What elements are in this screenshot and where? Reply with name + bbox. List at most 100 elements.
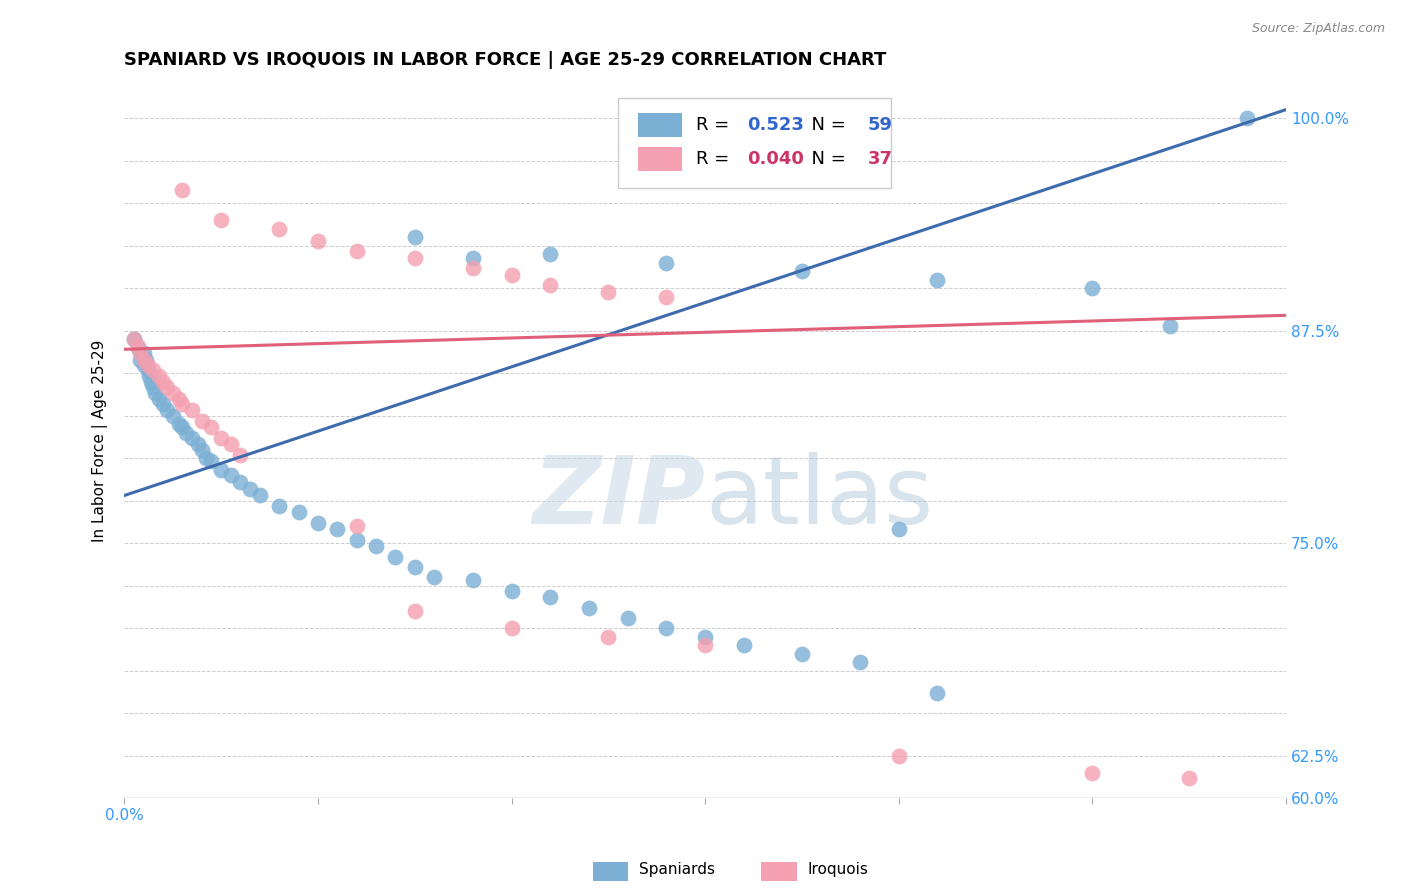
Point — [616, 611, 638, 625]
FancyBboxPatch shape — [619, 98, 891, 187]
Point — [142, 380, 165, 394]
Point — [132, 352, 155, 367]
Point — [655, 255, 678, 269]
Point — [239, 482, 262, 496]
Point — [148, 392, 170, 406]
Point — [136, 358, 159, 372]
Point — [156, 380, 179, 394]
Point — [190, 442, 212, 457]
Text: 59: 59 — [868, 116, 893, 134]
Point — [172, 420, 194, 434]
Point — [887, 748, 910, 763]
Point — [190, 414, 212, 428]
Text: 37: 37 — [868, 150, 893, 168]
Point — [127, 341, 149, 355]
Point — [229, 475, 252, 489]
Point — [167, 392, 190, 406]
Point — [423, 570, 446, 584]
Point — [269, 499, 291, 513]
Point — [249, 488, 271, 502]
Point — [501, 583, 523, 598]
Text: N =: N = — [800, 116, 852, 134]
Point — [131, 349, 153, 363]
Point — [229, 448, 252, 462]
Point — [655, 290, 678, 304]
Point — [162, 409, 184, 423]
Point — [142, 362, 165, 376]
Point — [219, 437, 242, 451]
Point — [172, 182, 194, 196]
Point — [790, 647, 813, 661]
Point — [461, 260, 484, 275]
Point — [122, 332, 145, 346]
Point — [346, 533, 368, 547]
Point — [143, 386, 166, 401]
Point — [132, 345, 155, 359]
Text: 0.523: 0.523 — [747, 116, 804, 134]
Point — [849, 655, 872, 669]
Text: N =: N = — [800, 150, 852, 168]
Point — [461, 574, 484, 588]
Point — [172, 397, 194, 411]
Point — [1081, 281, 1104, 295]
Point — [404, 604, 426, 618]
Point — [269, 221, 291, 235]
Point — [538, 277, 561, 292]
Point — [887, 523, 910, 537]
Point — [1159, 318, 1181, 333]
Point — [167, 417, 190, 431]
Point — [128, 345, 150, 359]
Point — [1236, 111, 1258, 125]
Point — [135, 352, 157, 367]
Text: 0.040: 0.040 — [747, 150, 804, 168]
Point — [209, 213, 232, 227]
Point — [538, 591, 561, 605]
Point — [346, 244, 368, 258]
Point — [927, 686, 949, 700]
Point — [695, 638, 717, 652]
Text: R =: R = — [696, 116, 735, 134]
Point — [346, 519, 368, 533]
Point — [122, 332, 145, 346]
Point — [152, 375, 174, 389]
Point — [927, 272, 949, 286]
Point — [307, 516, 329, 530]
Text: R =: R = — [696, 150, 735, 168]
Text: Iroquois: Iroquois — [808, 862, 869, 877]
Point — [384, 549, 406, 564]
Point — [287, 506, 309, 520]
Point — [501, 268, 523, 282]
Point — [181, 431, 204, 445]
Point — [538, 247, 561, 261]
Point — [128, 352, 150, 367]
Text: ZIP: ZIP — [533, 452, 706, 544]
Point — [127, 339, 149, 353]
Point — [132, 358, 155, 372]
Point — [200, 454, 222, 468]
Point — [141, 375, 163, 389]
Point — [194, 451, 217, 466]
Point — [219, 468, 242, 483]
Point — [326, 523, 349, 537]
Text: atlas: atlas — [706, 452, 934, 544]
Point — [461, 251, 484, 265]
Point — [181, 403, 204, 417]
Point — [152, 397, 174, 411]
Point — [148, 369, 170, 384]
Point — [655, 621, 678, 635]
Point — [138, 369, 160, 384]
Point — [1178, 771, 1201, 785]
Point — [733, 638, 755, 652]
Bar — [638, 147, 682, 171]
Point — [162, 386, 184, 401]
Point — [501, 621, 523, 635]
Point — [790, 264, 813, 278]
Point — [598, 285, 620, 299]
Point — [598, 630, 620, 644]
Point — [1081, 765, 1104, 780]
Point — [174, 425, 197, 440]
Point — [200, 420, 222, 434]
Bar — [638, 112, 682, 137]
Point — [187, 437, 209, 451]
Point — [156, 403, 179, 417]
